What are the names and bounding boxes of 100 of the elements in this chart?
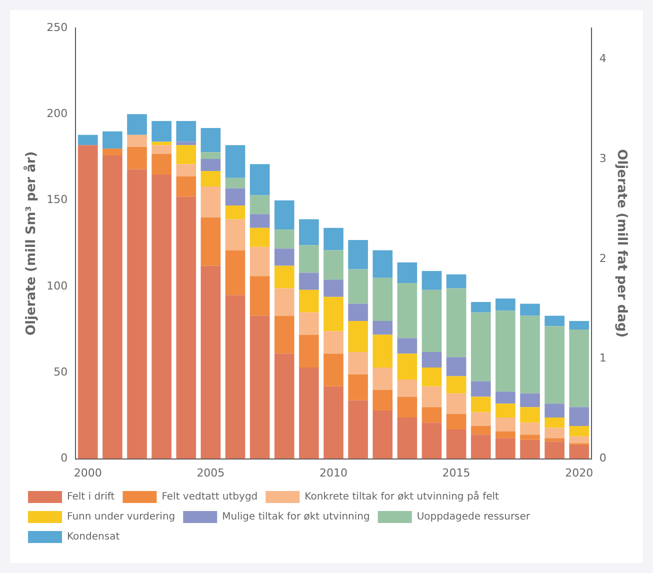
x-tick-label: 2005: [196, 466, 225, 480]
bar: [470, 434, 491, 459]
y2-tick-label: 0: [599, 452, 606, 465]
bar: [274, 288, 294, 316]
y-axis-title: Oljerate (mill Sm³ per år): [23, 151, 40, 336]
y-tick-label: 100: [46, 279, 68, 292]
bar: [569, 426, 590, 436]
bar: [372, 390, 393, 411]
bar: [372, 410, 393, 459]
x-tick-label: 2000: [74, 466, 102, 480]
bar: [372, 250, 393, 278]
bar: [299, 367, 319, 459]
bar: [348, 352, 368, 374]
bar: [544, 326, 564, 404]
bar: [544, 428, 564, 438]
legend-label: Kondensat: [67, 532, 120, 543]
bar: [274, 248, 294, 266]
bar: [520, 316, 540, 394]
bar: [397, 417, 418, 459]
bar: [544, 442, 564, 459]
bar: [520, 393, 540, 408]
bar: [470, 312, 491, 382]
bar: [225, 178, 246, 188]
bar: [422, 270, 442, 290]
bar: [78, 145, 98, 459]
bar: [250, 228, 270, 247]
y2-tick-label: 3: [599, 152, 606, 165]
bar: [422, 407, 442, 423]
bar: [422, 386, 442, 408]
bar: [470, 412, 491, 426]
bar: [348, 240, 368, 270]
bar: [299, 334, 319, 368]
bar: [250, 246, 270, 276]
bar: [250, 195, 270, 214]
bar: [274, 200, 294, 230]
legend-label: Felt vedtatt utbygd: [162, 492, 258, 503]
bar: [544, 316, 564, 326]
bar: [299, 272, 319, 290]
bar: [324, 228, 344, 250]
bar: [569, 320, 590, 330]
bar: [225, 219, 246, 250]
bar: [520, 434, 540, 440]
bar: [470, 396, 491, 412]
bar: [446, 414, 466, 430]
bar: [225, 295, 246, 459]
y-tick-label: 0: [60, 452, 68, 465]
bar: [446, 430, 466, 459]
bar: [372, 320, 393, 335]
bar: [446, 288, 466, 358]
x-tick-label: 2010: [320, 466, 348, 480]
bar: [496, 310, 516, 392]
y2-tick-label: 2: [599, 252, 606, 265]
bar: [225, 145, 246, 178]
x-tick-label: 2020: [565, 466, 594, 480]
bar: [299, 219, 319, 246]
legend-label: Konkrete tiltak for økt utvinning på felt: [304, 490, 500, 503]
bar: [470, 381, 491, 397]
bar: [422, 367, 442, 386]
x-tick-label: 2015: [442, 466, 470, 480]
bar: [544, 404, 564, 418]
bar: [496, 392, 516, 404]
legend-label: Felt i drift: [67, 492, 115, 503]
bar: [544, 438, 564, 442]
bar: [446, 274, 466, 288]
bar: [127, 134, 147, 147]
bar: [446, 393, 466, 414]
bar: [496, 438, 516, 459]
y-tick-label: 200: [46, 107, 68, 120]
bar: [127, 146, 147, 170]
bar: [470, 302, 491, 312]
y2-axis-title: Oljerate (mill fat per dag): [614, 149, 629, 338]
bar: [299, 245, 319, 273]
bar: [324, 280, 344, 297]
bar: [250, 214, 270, 228]
y2-tick-label: 4: [599, 52, 606, 65]
bar: [520, 304, 540, 316]
bar: [250, 164, 270, 196]
bar: [299, 290, 319, 312]
bar: [397, 354, 418, 380]
bar: [274, 354, 294, 459]
bar: [544, 417, 564, 428]
bar: [152, 142, 172, 146]
bar: [324, 250, 344, 280]
bar: [422, 290, 442, 352]
bar: [348, 400, 368, 459]
bar: [127, 169, 147, 459]
legend-label: Uoppdagede ressurser: [416, 512, 531, 523]
bar: [274, 266, 294, 288]
bar: [176, 142, 196, 146]
y-tick-label: 150: [46, 193, 68, 206]
bar: [348, 374, 368, 400]
bar: [520, 407, 540, 423]
bar: [225, 250, 246, 296]
bar: [397, 380, 418, 397]
bar: [569, 436, 590, 444]
bar: [299, 312, 319, 335]
bar: [102, 156, 122, 459]
bar: [348, 304, 368, 321]
bar: [496, 404, 516, 418]
bar: [520, 422, 540, 435]
